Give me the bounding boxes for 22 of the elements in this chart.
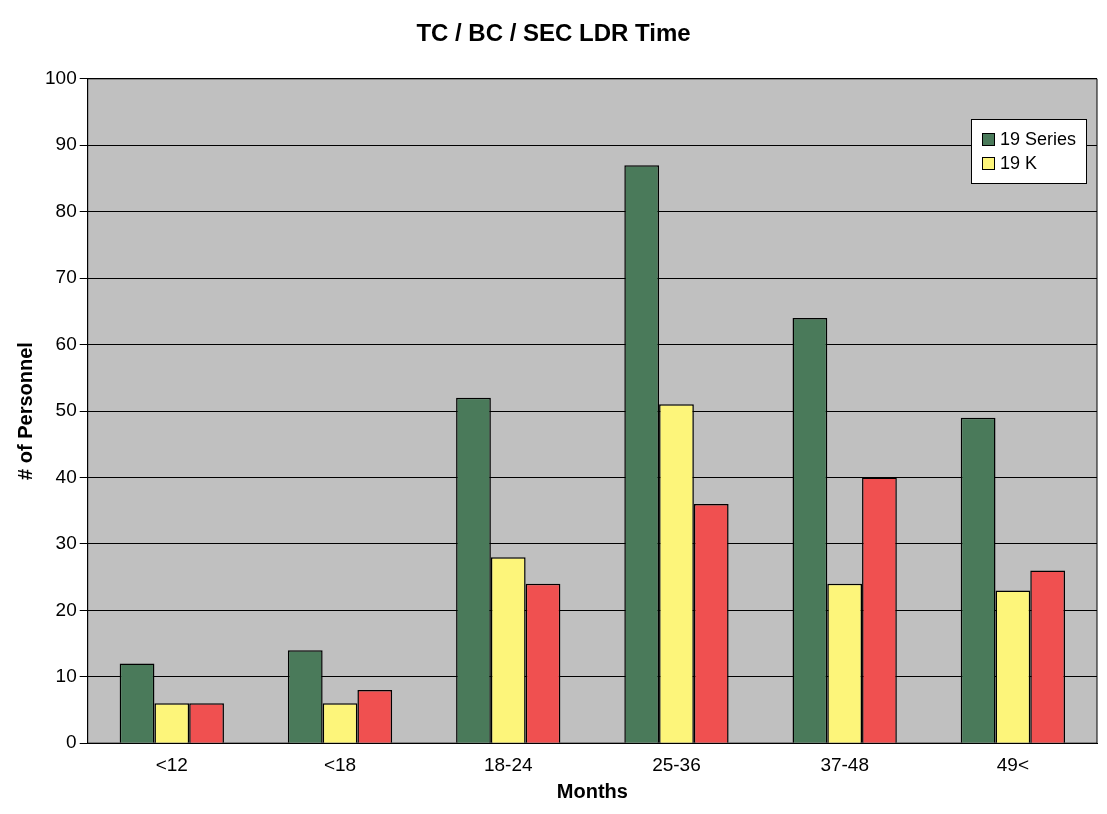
y-axis-title: # of Personnel xyxy=(13,342,36,480)
y-tick-label: 30 xyxy=(55,532,77,554)
legend-label: 19 Series xyxy=(1000,128,1077,150)
y-tick-label: 80 xyxy=(55,199,77,221)
y-tick-label: 40 xyxy=(55,465,77,487)
y-tick-label: 20 xyxy=(55,598,77,620)
y-tick-label: 90 xyxy=(55,133,77,155)
x-tick-label: <12 xyxy=(155,753,188,775)
y-tick-label: 70 xyxy=(55,266,77,288)
x-tick-label: 18-24 xyxy=(483,753,533,775)
y-tick-label: 100 xyxy=(45,67,77,89)
y-tick-label: 0 xyxy=(66,731,77,753)
y-tick-label: 50 xyxy=(55,399,77,421)
x-tick-label: 37-48 xyxy=(820,753,869,775)
y-tick-label: 60 xyxy=(55,332,77,354)
x-tick-label: 49< xyxy=(996,753,1030,775)
legend-label: 19 K xyxy=(1000,152,1038,174)
x-tick-label: <18 xyxy=(323,753,357,775)
x-tick-label: 25-36 xyxy=(652,753,701,775)
x-axis-title: Months xyxy=(556,779,628,802)
y-tick-label: 10 xyxy=(55,664,77,686)
chart-title: TC / BC / SEC LDR Time xyxy=(416,19,691,47)
